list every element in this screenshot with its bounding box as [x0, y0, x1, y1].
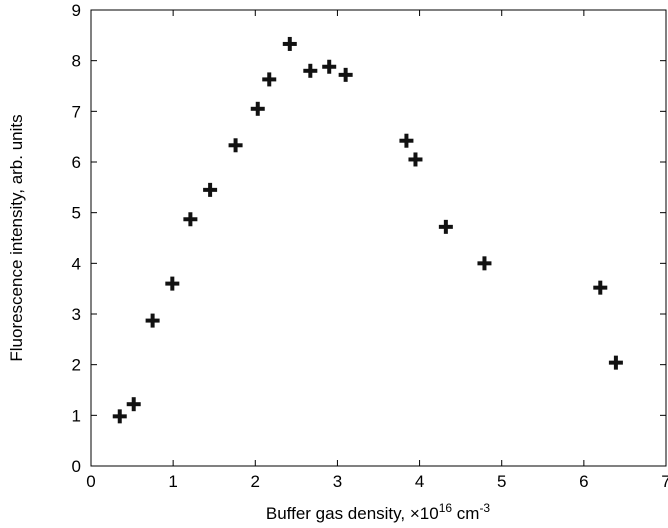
- x-tick-label: 3: [333, 472, 342, 491]
- data-point: [145, 313, 160, 328]
- data-point: [399, 133, 414, 148]
- axis-ticks: [90, 9, 667, 467]
- data-points: [112, 36, 623, 424]
- data-point: [183, 212, 198, 227]
- data-point: [228, 138, 243, 153]
- y-tick-label: 1: [72, 406, 81, 425]
- x-tick-label: 0: [86, 472, 95, 491]
- y-tick-label: 7: [72, 102, 81, 121]
- x-axis-title: Buffer gas density, ×1016 cm-3: [266, 501, 491, 523]
- y-tick-label: 3: [72, 305, 81, 324]
- plot-area: [90, 9, 667, 467]
- data-point: [338, 67, 353, 82]
- y-tick-label: 9: [72, 1, 81, 20]
- data-point: [303, 63, 318, 78]
- x-tick-labels: 0 1 2 3 4 5 6 7: [86, 472, 668, 491]
- data-point: [608, 355, 623, 370]
- y-tick-label: 8: [72, 52, 81, 71]
- data-point: [593, 280, 608, 295]
- x-tick-label: 6: [579, 472, 588, 491]
- x-tick-label: 1: [168, 472, 177, 491]
- data-point: [438, 219, 453, 234]
- x-tick-label: 7: [661, 472, 668, 491]
- data-point: [165, 276, 180, 291]
- x-tick-label: 4: [415, 472, 424, 491]
- data-point: [203, 182, 218, 197]
- data-point: [282, 36, 297, 51]
- x-tick-label: 5: [497, 472, 506, 491]
- y-axis-title: Fluorescence intensity, arb. units: [7, 114, 26, 361]
- y-tick-label: 5: [72, 204, 81, 223]
- data-point: [250, 101, 265, 116]
- data-point: [408, 152, 423, 167]
- data-point: [262, 72, 277, 87]
- y-tick-label: 4: [72, 254, 81, 273]
- y-tick-label: 0: [72, 457, 81, 476]
- data-point: [126, 397, 141, 412]
- data-point: [322, 59, 337, 74]
- data-point: [112, 409, 127, 424]
- y-tick-label: 6: [72, 153, 81, 172]
- x-tick-label: 2: [251, 472, 260, 491]
- data-point: [477, 256, 492, 271]
- y-tick-label: 2: [72, 356, 81, 375]
- y-tick-labels: 0 1 2 3 4 5 6 7 8 9: [72, 1, 81, 476]
